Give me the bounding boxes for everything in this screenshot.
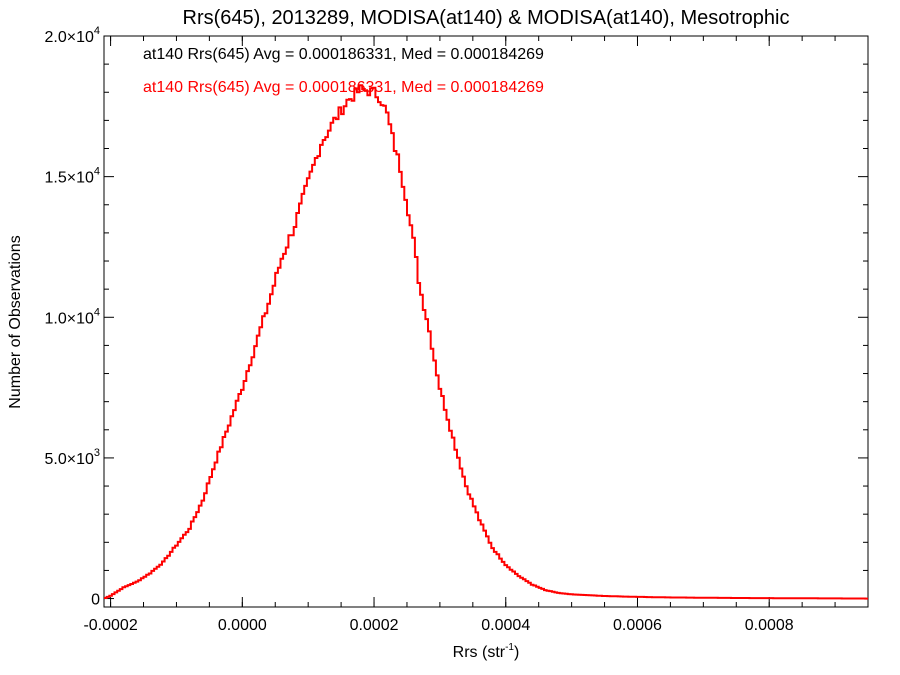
y-tick-exponent: 4 [94,25,100,37]
x-axis-label: Rrs (str-1) [453,642,520,661]
y-tick-exponent: 4 [94,306,100,318]
y-tick-mantissa: 2.0×10 [44,29,93,46]
x-axis: -0.0002 0.0000 0.0002 0.0004 0.0006 0.0008 [83,36,836,634]
x-axis-label-sup: -1 [505,642,514,653]
series-histogram-line [104,84,868,600]
y-tick-exponent: 3 [94,447,100,459]
y-tick-mantissa: 0 [91,592,100,609]
x-tick-label: 0.0004 [481,617,530,634]
y-tick-exponent: 4 [94,166,100,178]
y-tick-mantissa: 1.5×10 [44,170,93,187]
y-tick-label: 1.5×104 [44,166,100,187]
x-tick-label: 0.0008 [745,617,794,634]
x-axis-label-base: Rrs (str [453,644,506,661]
y-tick-label: 2.0×104 [44,25,100,46]
plot-frame [103,35,869,608]
chart-title: Rrs(645), 2013289, MODISA(at140) & MODIS… [183,7,790,29]
annotation-black: at140 Rrs(645) Avg = 0.000186331, Med = … [143,46,544,63]
y-tick-label: 5.0×103 [44,447,100,468]
annotation-red: at140 Rrs(645) Avg = 0.000186331, Med = … [143,79,544,96]
x-tick-label: 0.0000 [218,617,267,634]
y-tick-label: 0 [91,592,100,609]
y-tick-label: 1.0×104 [44,306,100,327]
x-tick-label: 0.0002 [350,617,399,634]
y-tick-mantissa: 1.0×10 [44,310,93,327]
x-axis-label-close: ) [514,644,519,661]
plot-area: -0.0002 0.0000 0.0002 0.0004 0.0006 0.0008 0 5… [44,25,869,634]
y-axis-label: Number of Observations [7,235,24,408]
y-tick-mantissa: 5.0×10 [44,451,93,468]
x-tick-label: -0.0002 [83,617,137,634]
x-tick-label: 0.0006 [613,617,662,634]
